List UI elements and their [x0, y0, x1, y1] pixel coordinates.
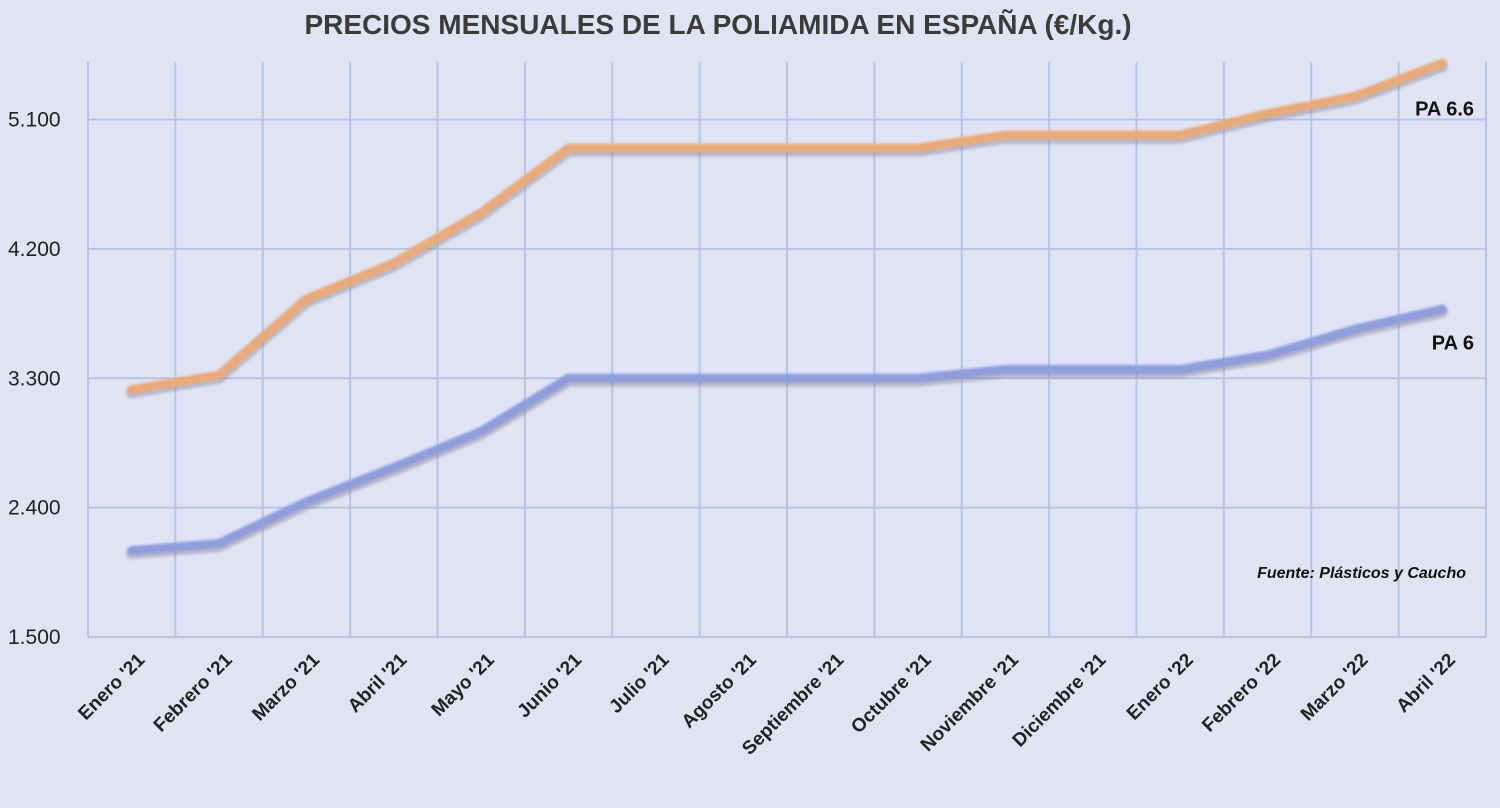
data-point: [217, 373, 221, 377]
x-tick-label: Diciembre '21: [1009, 649, 1111, 751]
data-point: [1091, 368, 1095, 372]
series-line: [127, 58, 1447, 395]
y-tick-label: 2.400: [8, 497, 61, 520]
x-tick-label: Abril '21: [344, 649, 412, 717]
data-point: [1003, 133, 1007, 137]
data-point: [392, 465, 396, 469]
data-point: [567, 146, 571, 150]
data-point: [1091, 133, 1095, 137]
x-tick-label: Enero '22: [1123, 650, 1198, 725]
data-point: [829, 376, 833, 380]
series-pa66: [126, 58, 1448, 399]
series-label: PA 6: [1432, 332, 1474, 354]
x-tick-label: Julio '21: [605, 649, 673, 717]
data-point: [392, 261, 396, 265]
labels: PA 6.6 PA 6: [1415, 98, 1474, 354]
series-label: PA 6.6: [1415, 98, 1474, 120]
x-tick-label: Octubre '21: [847, 649, 936, 738]
data-point: [1353, 95, 1357, 99]
data-point: [130, 549, 134, 553]
data-point: [741, 146, 745, 150]
data-point: [479, 429, 483, 433]
data-point: [654, 376, 658, 380]
data-point: [1353, 327, 1357, 331]
x-tick-label: Junio '21: [514, 649, 587, 722]
series-group: [126, 58, 1448, 560]
data-point: [479, 211, 483, 215]
source-note: Fuente: Plásticos y Caucho: [1257, 565, 1466, 582]
data-point: [1003, 368, 1007, 372]
data-point: [1178, 133, 1182, 137]
x-tick-label: Febrero '21: [150, 649, 237, 736]
data-point: [1178, 368, 1182, 372]
data-point: [217, 542, 221, 546]
data-point: [1266, 112, 1270, 116]
x-tick-label: Marzo '22: [1297, 650, 1373, 726]
data-point: [130, 388, 134, 392]
x-tick-label: Febrero '22: [1198, 650, 1285, 737]
data-point: [916, 376, 920, 380]
data-point: [567, 376, 571, 380]
data-point: [654, 146, 658, 150]
x-tick-label: Agosto '21: [678, 649, 761, 732]
x-tick-label: Abril '22: [1393, 650, 1460, 717]
chart-title: PRECIOS MENSUALES DE LA POLIAMIDA EN ESP…: [304, 9, 1131, 40]
series-line: [127, 304, 1447, 556]
x-tick-label: Marzo '21: [248, 649, 324, 725]
y-tick-label: 5.100: [8, 109, 61, 132]
data-point: [1440, 61, 1444, 65]
x-tick-label: Mayo '21: [428, 649, 499, 720]
y-tick-label: 1.500: [8, 626, 61, 649]
data-point: [304, 500, 308, 504]
data-point: [829, 146, 833, 150]
data-point: [304, 297, 308, 301]
data-point: [741, 376, 745, 380]
x-tick-label: Enero '21: [74, 649, 149, 724]
series-pa6: [126, 304, 1448, 560]
data-point: [916, 146, 920, 150]
data-point: [1440, 307, 1444, 311]
y-tick-label: 3.300: [8, 367, 61, 390]
y-tick-label: 4.200: [8, 238, 61, 261]
data-point: [1266, 353, 1270, 357]
